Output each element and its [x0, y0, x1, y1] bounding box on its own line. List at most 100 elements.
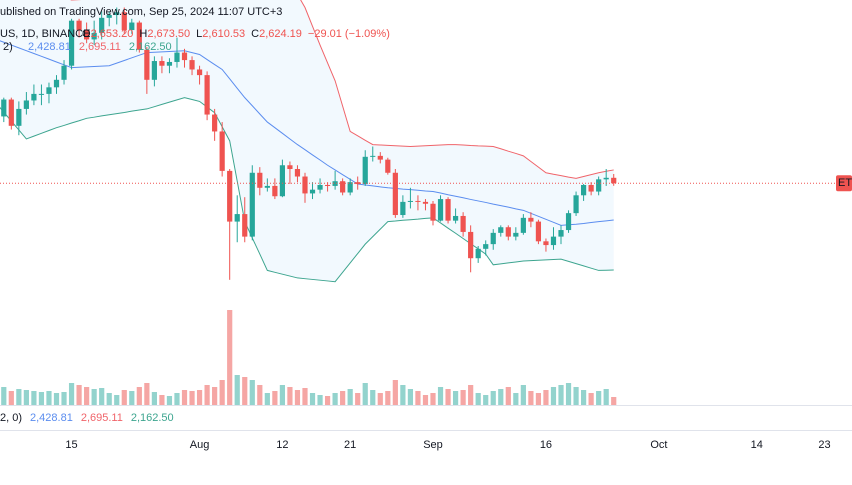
candle-body	[196, 69, 203, 76]
volume-bar	[588, 393, 594, 405]
indicator-value: 2,162.50	[131, 412, 174, 424]
volume-bar	[460, 390, 466, 405]
volume-bar	[475, 393, 481, 405]
candle-body	[129, 22, 135, 31]
candle-body	[204, 75, 210, 115]
candle-body	[61, 65, 67, 80]
volume-bar	[422, 395, 429, 405]
candle-body	[475, 248, 481, 259]
candle-body	[528, 217, 534, 222]
volume-bar	[84, 387, 90, 405]
candle-body	[227, 170, 233, 222]
candle-body	[91, 32, 97, 40]
price-tag: ET	[838, 177, 852, 189]
volume-bar	[53, 393, 60, 405]
band-line	[0, 40, 614, 226]
candle-body	[159, 61, 165, 66]
candle-body	[84, 30, 90, 40]
volume-bar	[385, 391, 391, 405]
indicator-label: 2)	[3, 41, 13, 53]
volume-bar	[513, 393, 519, 405]
candle-body	[309, 189, 316, 194]
candle-body	[68, 20, 75, 66]
volume-bar	[23, 390, 29, 405]
candle-body	[279, 165, 285, 197]
x-tick-label: Sep	[423, 439, 443, 451]
x-tick-label: 12	[276, 439, 288, 451]
indicator-value: 2,695.11	[81, 412, 123, 424]
candle-body	[324, 184, 331, 186]
candle-body	[370, 155, 376, 157]
volume-bar	[46, 391, 52, 405]
candle-body	[392, 172, 398, 216]
x-tick-label: 14	[751, 439, 763, 451]
volume-indicator-label: 2, 0)	[0, 412, 22, 424]
volume-bar	[430, 393, 436, 405]
candle-body	[249, 172, 255, 237]
candle-body	[8, 99, 14, 126]
candle-body	[362, 156, 368, 185]
candle-body	[46, 87, 52, 94]
change: −29.01 (−1.09%)	[308, 28, 390, 40]
volume-bar	[603, 389, 609, 405]
price-tag-bg	[836, 175, 852, 192]
volume-bar	[355, 393, 361, 405]
x-tick-label: 15	[65, 439, 77, 451]
candle-body	[588, 184, 594, 192]
volume-bar	[212, 387, 218, 405]
candle-body	[287, 165, 293, 170]
candle-body	[437, 199, 444, 221]
volume-bar	[204, 385, 210, 405]
plot-area	[0, 0, 617, 405]
candle-body	[212, 114, 218, 132]
candle-body	[189, 60, 195, 70]
indicator-value: 2,428.81	[28, 41, 71, 53]
candle-body	[340, 181, 346, 193]
candle-body	[317, 184, 323, 190]
volume-bar	[196, 390, 203, 405]
ohlc-header: O2,653.20 H2,673.50 L2,610.53 C2,624.19 −29.…	[82, 28, 390, 40]
volume-bar	[362, 383, 368, 405]
ohlc-key: O	[82, 28, 91, 40]
candle-body	[16, 108, 22, 126]
candle-body	[535, 221, 542, 242]
volume-bar	[31, 391, 37, 405]
volume-bar	[596, 391, 602, 405]
volume-bar	[324, 396, 331, 405]
candle-body	[347, 182, 353, 193]
candle-body	[136, 22, 142, 50]
candle-body	[114, 12, 120, 16]
candle-body	[121, 12, 127, 31]
x-tick-label: Oct	[650, 439, 667, 451]
volume-bar	[347, 389, 353, 405]
volume-bar	[377, 393, 383, 405]
volume-bar	[38, 392, 45, 405]
candle-body	[181, 52, 188, 61]
volume-bar	[114, 395, 120, 405]
volume-bar	[573, 387, 579, 405]
volume-bar	[528, 391, 534, 405]
x-tick-label: 21	[344, 439, 356, 451]
volume-bar	[550, 387, 557, 405]
volume-bar	[129, 391, 135, 405]
volume-bar	[174, 393, 180, 405]
volume-bar	[227, 310, 233, 405]
volume-bar	[294, 390, 301, 405]
candle-body	[596, 179, 602, 192]
volume-bar	[490, 391, 496, 405]
candle-body	[603, 177, 609, 180]
candle-body	[490, 232, 496, 245]
volume-bar	[8, 391, 14, 405]
candle-body	[513, 232, 519, 237]
volume-bar	[415, 391, 421, 405]
volume-bar	[106, 393, 112, 405]
ohlc-key: L	[196, 28, 202, 40]
volume-bar	[144, 383, 150, 405]
volume-bar	[16, 389, 22, 405]
candle-body	[38, 93, 45, 95]
candle-body	[264, 185, 270, 188]
candle-body	[234, 214, 240, 222]
labels: ublished on TradingView.com, Sep 25, 202…	[0, 6, 282, 424]
candle-body	[400, 201, 406, 216]
volume-bar	[121, 390, 127, 405]
